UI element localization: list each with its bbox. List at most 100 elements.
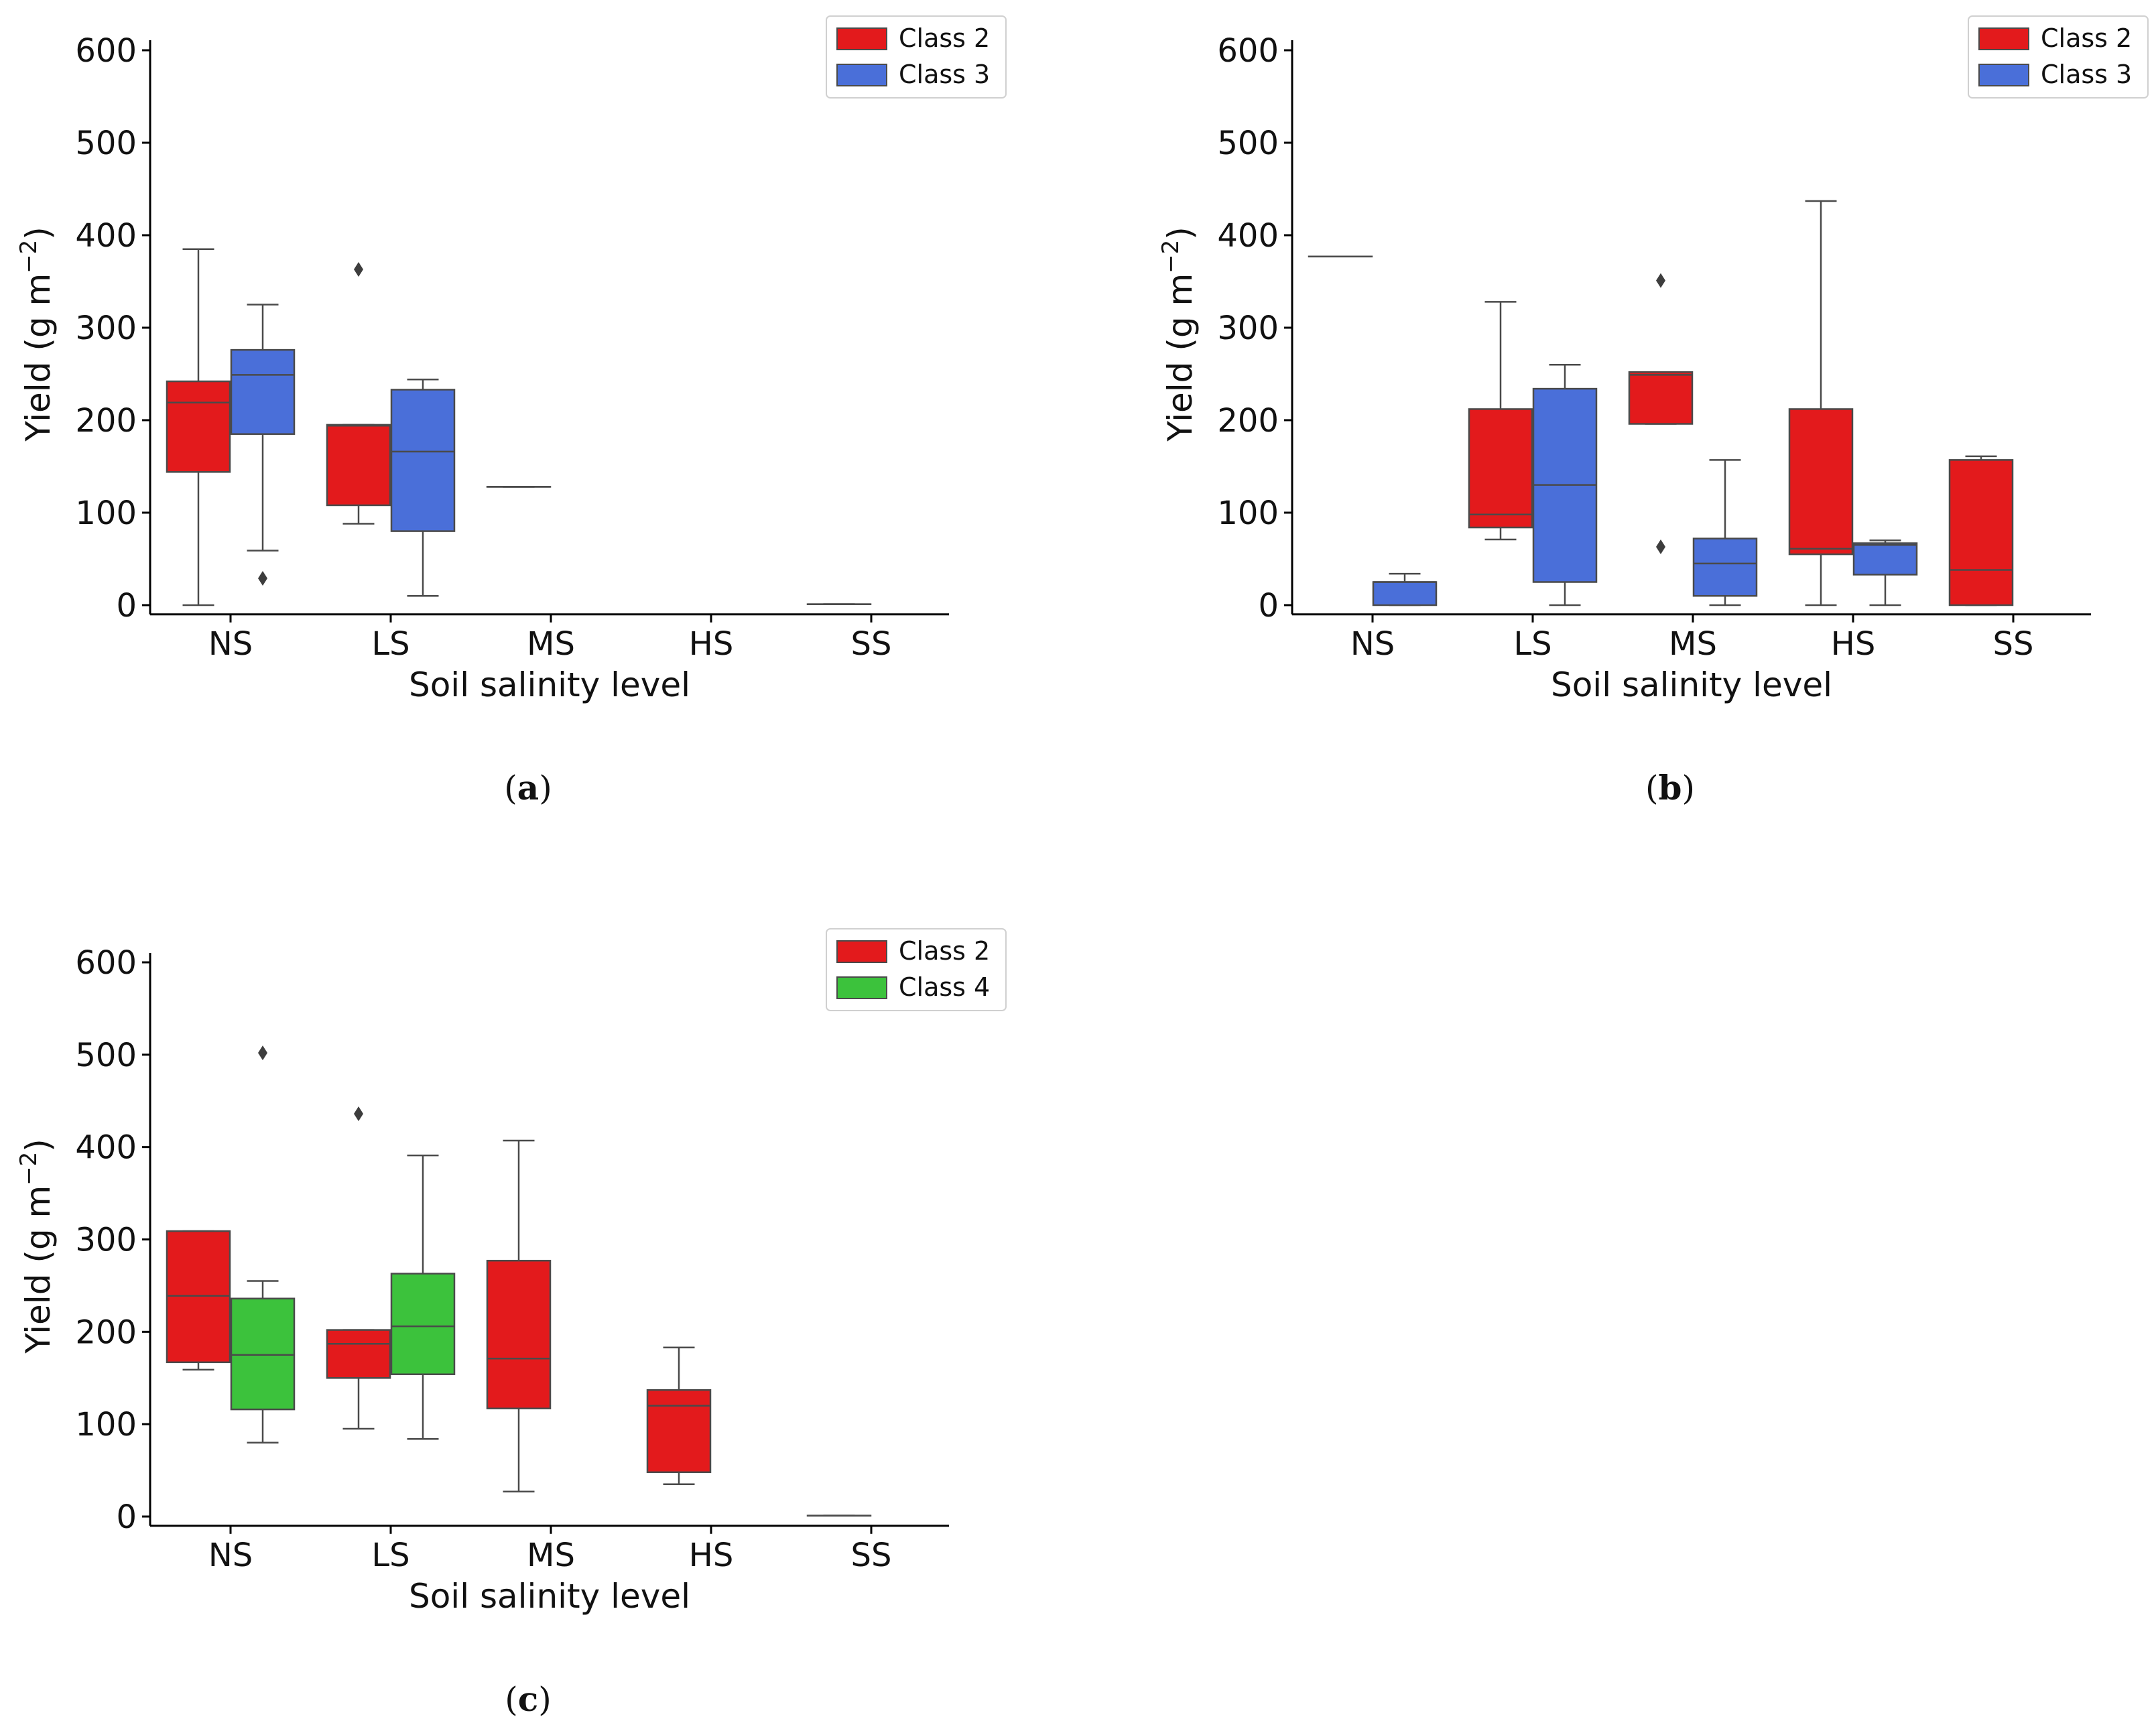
y-tick-label: 0 <box>116 587 137 625</box>
box-body <box>230 348 296 435</box>
panel-caption: (c) <box>505 1679 551 1719</box>
box-body <box>230 1297 296 1411</box>
y-tick-label: 400 <box>75 1129 137 1167</box>
box-body <box>1468 408 1533 529</box>
box-body <box>646 1389 712 1474</box>
x-tick-label: HS <box>689 1537 734 1574</box>
box-class-3-ls <box>390 379 456 597</box>
x-tick-label: MS <box>527 1537 575 1574</box>
legend-label: Class 2 <box>2041 23 2132 53</box>
x-tick-label: MS <box>527 625 575 663</box>
y-tick-label: 400 <box>75 217 137 255</box>
box-class-3-ms <box>1692 459 1758 606</box>
box-body <box>166 1230 231 1364</box>
legend-swatch <box>1978 27 2029 50</box>
outlier-point <box>1656 539 1665 555</box>
chart-panel-b: 0 100 200 300 400 500 600 NS LS MS HS SS Soil salini… <box>1157 15 2149 808</box>
x-tick-label: LS <box>371 1537 409 1574</box>
panel-caption: (a) <box>504 768 552 808</box>
outlier-point <box>354 1106 363 1122</box>
box-class-2-hs <box>646 1346 712 1486</box>
y-tick-label: 200 <box>1217 402 1279 440</box>
y-tick-label: 100 <box>75 1406 137 1443</box>
y-tick-label: 0 <box>116 1498 137 1536</box>
box-class-4-ns <box>230 1045 296 1443</box>
box-class-2-ls <box>326 262 391 525</box>
x-tick-label: NS <box>208 1537 253 1574</box>
chart-panel-c: 0 100 200 300 400 500 600 NS LS MS HS SS Soil salini… <box>15 928 1007 1719</box>
legend-label: Class 2 <box>899 23 990 53</box>
legend-swatch <box>836 940 887 963</box>
legend: Class 2 Class 4 <box>826 928 1007 1011</box>
box-class-2-ms <box>486 1139 552 1493</box>
y-tick-label: 400 <box>1217 217 1279 255</box>
panel-caption: (b) <box>1645 768 1695 808</box>
legend: Class 2 Class 3 <box>826 15 1007 99</box>
x-tick-label: NS <box>208 625 253 663</box>
y-tick-label: 300 <box>75 310 137 347</box>
y-tick-label: 100 <box>75 495 137 532</box>
legend-swatch <box>836 976 887 999</box>
x-tick-label: HS <box>689 625 734 663</box>
x-tick-label: MS <box>1669 625 1717 663</box>
box-body <box>486 1259 552 1409</box>
x-tick-label: LS <box>371 625 409 663</box>
x-tick-label: NS <box>1350 625 1395 663</box>
box-class-3-ns <box>230 304 296 586</box>
box-body <box>1628 371 1694 425</box>
box-body <box>1788 408 1854 556</box>
box-class-2-ns <box>166 1230 231 1371</box>
x-tick-label: SS <box>851 625 892 663</box>
x-tick-label: SS <box>851 1537 892 1574</box>
x-axis-title: Soil salinity level <box>409 1577 690 1616</box>
legend-swatch <box>836 27 887 50</box>
y-tick-label: 300 <box>75 1222 137 1259</box>
outlier-point <box>354 262 363 277</box>
box-class-3-ns <box>1372 572 1438 606</box>
box-body <box>390 1273 456 1375</box>
y-tick-label: 500 <box>75 125 137 162</box>
outlier-point <box>1656 273 1665 288</box>
box-body <box>1852 542 1918 576</box>
box-class-2-ns <box>166 248 231 606</box>
legend-label: Class 4 <box>899 972 990 1002</box>
box-body <box>1692 537 1758 597</box>
x-axis-title: Soil salinity level <box>409 665 690 704</box>
box-class-2-ms <box>1628 273 1694 555</box>
x-tick-label: HS <box>1831 625 1876 663</box>
y-tick-label: 200 <box>75 402 137 440</box>
legend-label: Class 3 <box>2041 60 2132 89</box>
y-tick-label: 500 <box>75 1037 137 1074</box>
outlier-point <box>258 1045 267 1061</box>
box-body <box>166 380 231 473</box>
y-tick-label: 600 <box>75 32 137 70</box>
y-tick-label: 200 <box>75 1313 137 1351</box>
y-axis-title: Yield (g m−2) <box>15 1139 58 1354</box>
legend-swatch <box>836 64 887 86</box>
y-tick-label: 300 <box>1217 310 1279 347</box>
box-body <box>326 424 391 507</box>
y-tick-label: 0 <box>1258 587 1279 625</box>
box-body <box>390 389 456 532</box>
legend-label: Class 2 <box>899 936 990 966</box>
box-body <box>1948 459 2014 606</box>
box-class-4-ls <box>390 1154 456 1440</box>
x-tick-label: SS <box>1993 625 2034 663</box>
y-tick-label: 600 <box>75 944 137 982</box>
box-body <box>326 1329 391 1379</box>
y-tick-label: 600 <box>1217 32 1279 70</box>
y-axis-title: Yield (g m−2) <box>15 227 58 442</box>
box-class-2-hs <box>1788 200 1854 606</box>
box-class-2-ls <box>326 1106 391 1430</box>
legend-swatch <box>1978 64 2029 86</box>
y-tick-label: 500 <box>1217 125 1279 162</box>
outlier-point <box>258 570 267 586</box>
x-axis-title: Soil salinity level <box>1551 665 1832 704</box>
legend: Class 2 Class 3 <box>1968 15 2149 99</box>
y-axis-title: Yield (g m−2) <box>1157 227 1200 442</box>
x-tick-label: LS <box>1513 625 1551 663</box>
y-tick-label: 100 <box>1217 495 1279 532</box>
legend-label: Class 3 <box>899 60 990 89</box>
chart-panel-a: 0 100 200 300 400 500 600 NS LS MS HS SS Soil salini… <box>15 15 1007 808</box>
